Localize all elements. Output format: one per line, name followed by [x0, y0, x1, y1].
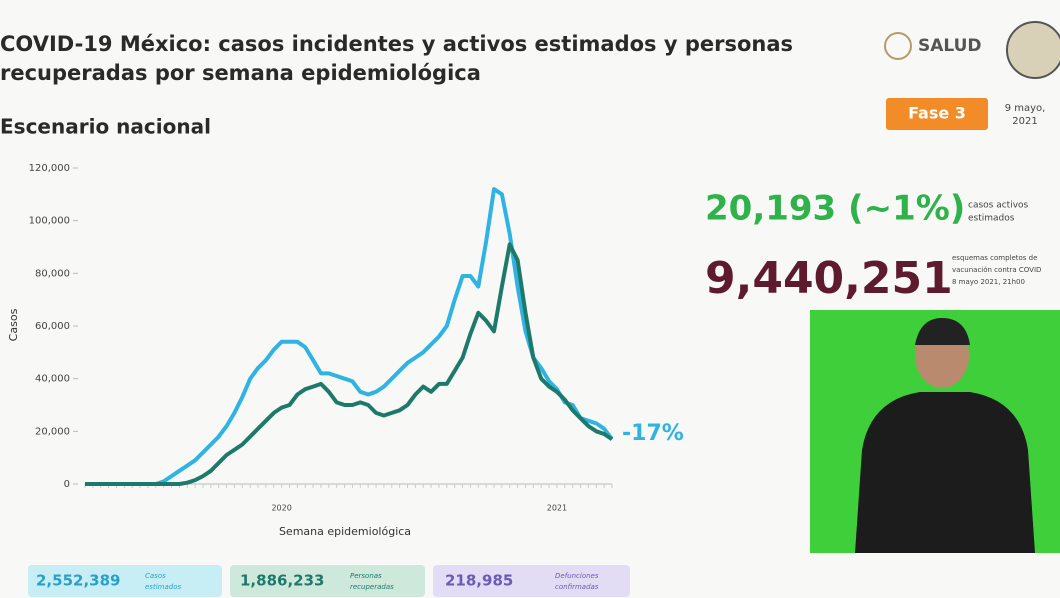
vaccination-count: 9,440,251 [705, 253, 953, 304]
active-label: estimados [968, 214, 1015, 224]
y-tick-label: 120,000 [29, 163, 70, 174]
vaccination-label: 8 mayo 2021, 21h00 [952, 278, 1025, 286]
series-line [85, 242, 614, 486]
date-line: 2021 [1012, 116, 1037, 127]
subtitle: Escenario nacional [0, 115, 211, 139]
y-axis-label: Casos [7, 308, 20, 341]
anniversary-emblem [1006, 21, 1060, 79]
total-box [433, 565, 630, 597]
x-tick-label: 2021 [547, 504, 567, 513]
total-label: Personas [350, 572, 382, 580]
y-tick-label: 60,000 [35, 321, 70, 332]
vaccination-label: vacunación contra COVID [952, 266, 1041, 274]
title-line: COVID-19 México: casos incidentes y acti… [0, 32, 793, 56]
phase-badge [886, 98, 988, 130]
y-tick-label: 40,000 [35, 374, 70, 385]
total-label: Casos [145, 572, 166, 580]
phase-text: Fase 3 [908, 104, 966, 123]
total-label: recuperadas [350, 583, 394, 591]
total-label: estimados [145, 583, 181, 591]
total-box [28, 565, 222, 597]
vaccination-label: esquemas completos de [952, 254, 1037, 262]
total-value: 1,886,233 [240, 572, 324, 590]
series-line [85, 187, 614, 486]
x-tick-label: 2020 [271, 504, 291, 513]
date-line: 9 mayo, [1005, 103, 1046, 114]
y-tick-label: 80,000 [35, 268, 70, 279]
total-box [230, 565, 425, 597]
total-label: Defunciones [555, 572, 599, 580]
total-value: 2,552,389 [36, 572, 120, 590]
total-value: 218,985 [445, 572, 513, 590]
change-annotation: -17% [622, 421, 684, 446]
total-label: confirmadas [555, 583, 599, 591]
active-cases: 20,193 (~1%) [705, 189, 965, 229]
active-label: casos activos [968, 201, 1029, 211]
interpreter-body [855, 392, 1035, 553]
x-axis-label: Semana epidemiológica [279, 525, 411, 538]
y-tick-label: 100,000 [29, 216, 70, 227]
y-tick-label: 20,000 [35, 426, 70, 437]
y-tick-label: 0 [64, 479, 70, 490]
title-line: recuperadas por semana epidemiológica [0, 61, 481, 85]
logo-emblem [884, 32, 912, 60]
logo-text: SALUD [918, 36, 982, 56]
interpreter-hair [915, 318, 970, 345]
